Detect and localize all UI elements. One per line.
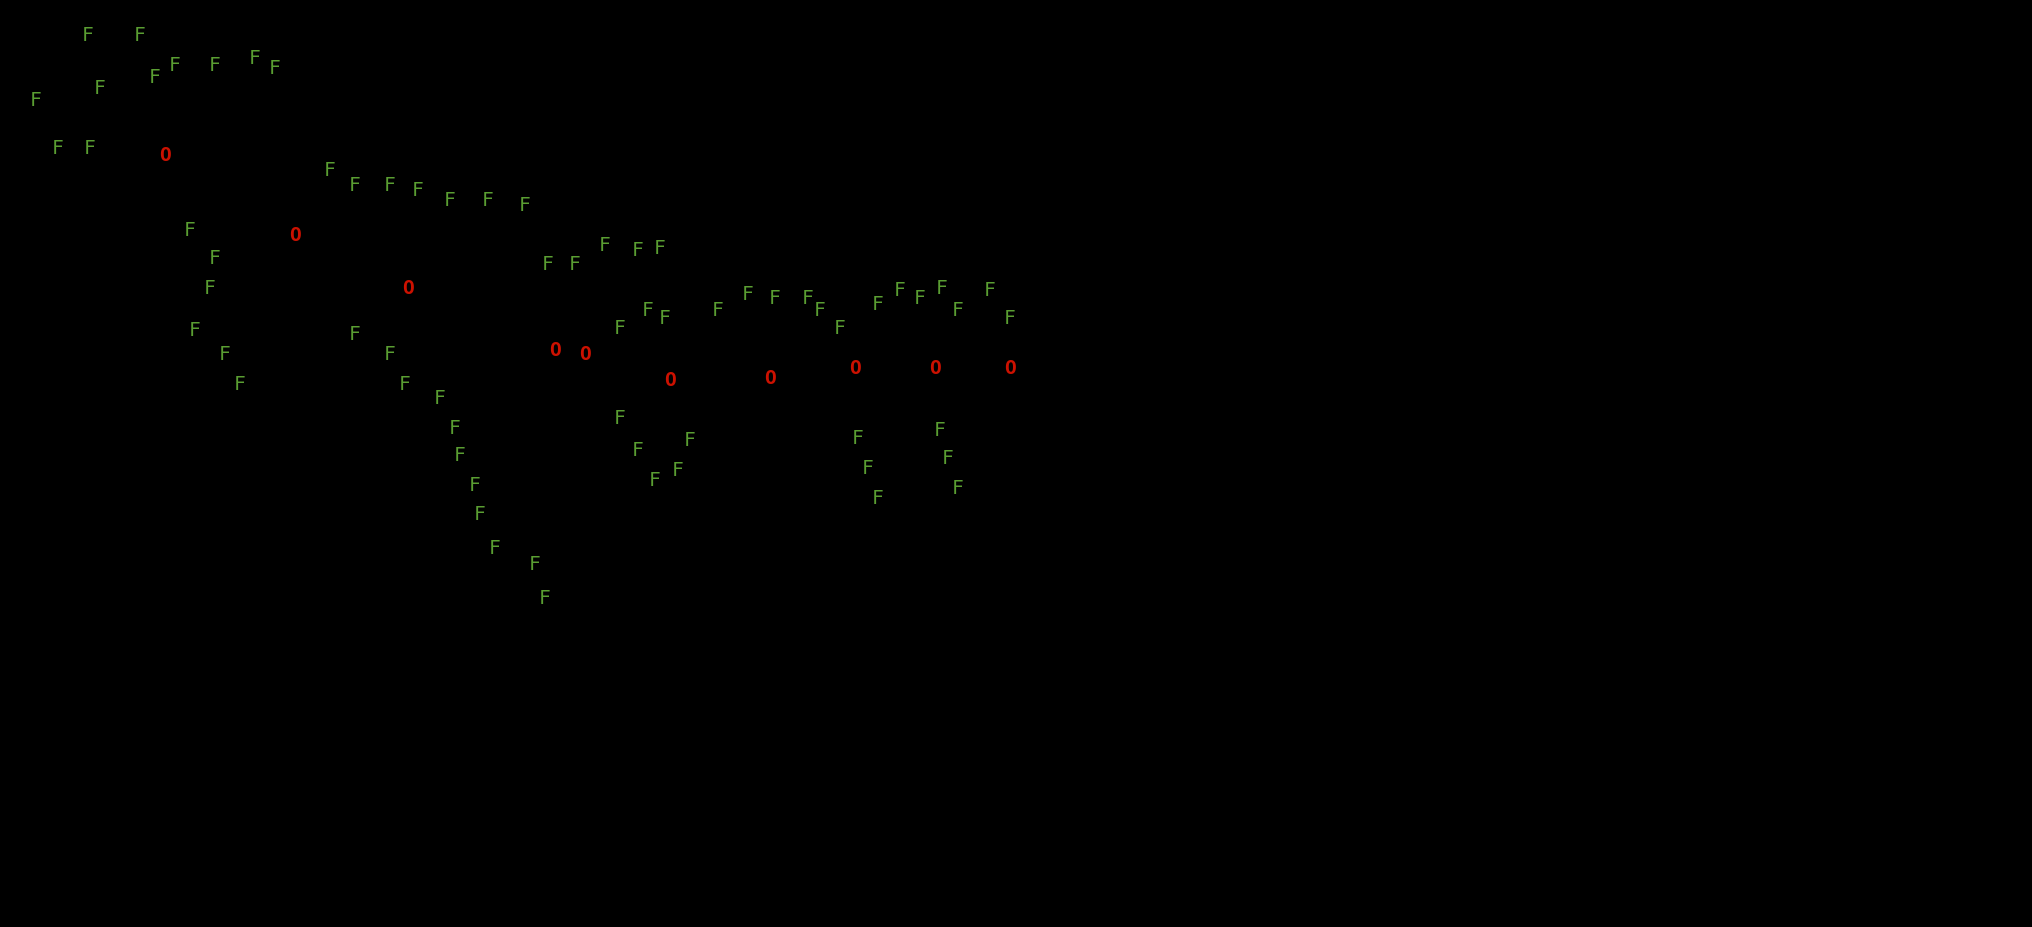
Text: F: F <box>599 235 610 255</box>
Text: F: F <box>768 288 780 308</box>
Text: F: F <box>862 459 874 477</box>
Text: F: F <box>685 430 695 450</box>
Text: F: F <box>473 505 486 525</box>
Text: F: F <box>983 281 996 299</box>
Text: F: F <box>83 138 96 158</box>
Text: F: F <box>134 26 146 44</box>
Text: F: F <box>543 256 553 274</box>
Text: F: F <box>933 421 945 439</box>
Text: F: F <box>951 478 963 498</box>
Text: F: F <box>189 321 201 339</box>
Text: F: F <box>209 56 221 74</box>
Text: F: F <box>53 138 63 158</box>
Text: F: F <box>469 476 482 494</box>
Text: O: O <box>579 346 591 364</box>
Text: F: F <box>648 471 660 489</box>
Text: F: F <box>323 160 335 180</box>
Text: F: F <box>93 79 106 97</box>
Text: O: O <box>764 369 776 387</box>
Text: O: O <box>1004 359 1016 377</box>
Text: F: F <box>412 181 423 199</box>
Text: F: F <box>851 428 864 448</box>
Text: F: F <box>203 278 215 298</box>
Text: O: O <box>549 340 561 360</box>
Text: F: F <box>742 286 754 304</box>
Text: F: F <box>872 489 884 507</box>
Text: F: F <box>453 446 465 464</box>
Text: F: F <box>1004 309 1016 327</box>
Text: F: F <box>673 461 683 479</box>
Text: F: F <box>872 296 884 314</box>
Text: F: F <box>398 375 410 395</box>
Text: O: O <box>289 225 301 245</box>
Text: F: F <box>538 589 551 607</box>
Text: F: F <box>951 300 963 320</box>
Text: F: F <box>81 26 93 44</box>
Text: F: F <box>569 256 581 274</box>
Text: O: O <box>402 278 415 298</box>
Text: O: O <box>664 371 675 389</box>
Text: F: F <box>528 555 541 575</box>
Text: O: O <box>158 146 171 164</box>
Text: F: F <box>435 388 445 408</box>
Text: F: F <box>935 278 947 298</box>
Text: F: F <box>482 191 494 210</box>
Text: F: F <box>642 300 654 320</box>
Text: F: F <box>449 418 461 438</box>
Text: O: O <box>849 359 860 377</box>
Text: F: F <box>350 175 362 195</box>
Text: F: F <box>185 221 195 239</box>
Text: F: F <box>614 319 626 337</box>
Text: F: F <box>614 409 626 427</box>
Text: F: F <box>711 300 723 320</box>
Text: F: F <box>384 175 396 195</box>
Text: F: F <box>632 240 644 260</box>
Text: F: F <box>209 248 221 268</box>
Text: F: F <box>148 68 161 86</box>
Text: F: F <box>813 300 825 320</box>
Text: F: F <box>654 238 666 258</box>
Text: F: F <box>518 196 530 214</box>
Text: F: F <box>914 288 925 308</box>
Text: F: F <box>894 281 906 299</box>
Text: F: F <box>268 58 280 78</box>
Text: F: F <box>658 309 671 327</box>
Text: F: F <box>632 440 644 460</box>
Text: F: F <box>30 91 43 109</box>
Text: F: F <box>169 56 181 74</box>
Text: F: F <box>350 325 362 345</box>
Text: F: F <box>384 346 396 364</box>
Text: O: O <box>929 359 941 377</box>
Text: F: F <box>234 375 246 395</box>
Text: F: F <box>219 346 232 364</box>
Text: F: F <box>443 191 455 210</box>
Text: F: F <box>941 449 953 467</box>
Text: F: F <box>490 539 500 557</box>
Text: F: F <box>833 319 845 337</box>
Text: F: F <box>250 48 260 68</box>
Text: F: F <box>803 288 813 308</box>
